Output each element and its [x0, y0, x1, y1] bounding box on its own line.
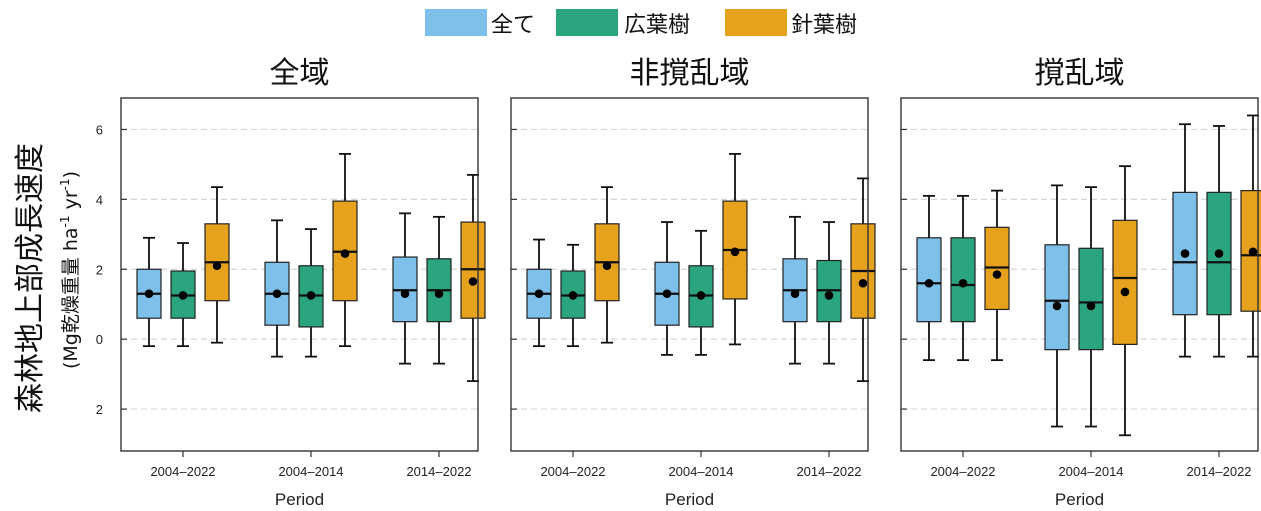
box-mean-point: [696, 291, 706, 300]
legend-label-conifer: 針葉樹: [791, 13, 857, 38]
box-mean-point: [534, 289, 544, 299]
box-広葉樹-2004–2022: [560, 243, 586, 348]
x-tick-label: 2004–2022: [540, 464, 605, 479]
box-mean-point: [1180, 249, 1190, 258]
panel-undisturbed-area: 2004–2022 2004–2014 2014–2022 Period 非撹乱域: [510, 56, 876, 509]
legend: 全て 広葉樹 針葉樹: [425, 9, 857, 38]
box-mean-point: [340, 249, 350, 258]
panel-title: 撹乱域: [1035, 56, 1125, 91]
box-針葉樹-2004–2022: [984, 189, 1010, 362]
box-mean-point: [400, 289, 410, 299]
box-広葉樹-2004–2014: [688, 229, 714, 356]
box-mean-point: [144, 289, 154, 299]
legend-swatch-broadleaf: [556, 9, 618, 36]
box-広葉樹-2014–2022: [426, 215, 452, 365]
panel-title: 全域: [270, 56, 330, 91]
x-tick-label: 2004–2014: [668, 464, 733, 479]
box-mean-point: [992, 270, 1002, 279]
box-針葉樹-2004–2014: [1112, 165, 1138, 437]
box-針葉樹-2004–2022: [204, 186, 230, 344]
box-全て-2014–2022: [1172, 123, 1198, 358]
box-mean-point: [730, 247, 740, 257]
plot-frame: [900, 97, 1259, 452]
x-tick-label: 2004–2014: [1058, 464, 1123, 479]
box-iqr: [1078, 247, 1104, 351]
legend-swatch-conifer: [725, 9, 787, 36]
box-mean-point: [568, 291, 578, 300]
x-axis-label: Period: [665, 490, 714, 509]
box-全て-2004–2022: [916, 194, 942, 362]
box-mean-point: [602, 261, 612, 271]
x-tick-label: 2004–2014: [278, 464, 343, 479]
box-iqr: [1112, 219, 1138, 346]
box-針葉樹-2004–2022: [594, 186, 620, 344]
box-mean-point: [272, 289, 282, 299]
box-iqr: [1044, 244, 1070, 351]
box-mean-point: [306, 291, 316, 300]
box-mean-point: [858, 278, 868, 288]
legend-label-broadleaf: 広葉樹: [624, 13, 690, 38]
legend-label-all: 全て: [491, 13, 535, 38]
plot-frame: [120, 97, 479, 452]
panel-title: 非撹乱域: [630, 56, 750, 91]
y-tick-label: 2: [96, 402, 103, 417]
box-全て-2004–2022: [136, 236, 162, 348]
x-tick-label: 2014–2022: [796, 464, 861, 479]
box-mean-point: [434, 289, 444, 299]
box-針葉樹-2014–2022: [1240, 114, 1261, 358]
y-axis-label-main: 森林地上部成長速度: [13, 143, 48, 413]
box-針葉樹-2004–2014: [332, 153, 358, 348]
box-mean-point: [1214, 249, 1224, 258]
y-tick-label: 2: [96, 262, 103, 277]
panel-disturbed-area: 2004–2022 2004–2014 2014–2022 Period 撹乱域: [900, 56, 1261, 509]
x-axis-label: Period: [1055, 490, 1104, 509]
box-mean-point: [924, 278, 934, 288]
box-mean-point: [1086, 301, 1096, 311]
box-mean-point: [1248, 247, 1258, 257]
box-mean-point: [1120, 287, 1130, 297]
box-mean-point: [178, 291, 188, 300]
box-mean-point: [790, 289, 800, 299]
box-mean-point: [468, 277, 478, 286]
box-針葉樹-2014–2022: [850, 177, 876, 382]
x-tick-label: 2004–2022: [930, 464, 995, 479]
box-針葉樹-2014–2022: [460, 173, 486, 382]
box-広葉樹-2004–2014: [1078, 186, 1104, 428]
box-広葉樹-2014–2022: [1206, 125, 1232, 358]
box-広葉樹-2004–2014: [298, 228, 324, 358]
panel-all-area: 2 0 2 4 6 2004–2022 2004–2014 2014–2022 Period 全域: [96, 56, 486, 509]
box-全て-2004–2014: [264, 219, 290, 358]
y-tick-label: 4: [96, 192, 103, 207]
x-tick-label: 2004–2022: [150, 464, 215, 479]
box-全て-2014–2022: [782, 215, 808, 365]
box-mean-point: [958, 278, 968, 288]
y-axis-label: 森林地上部成長速度: [13, 143, 48, 413]
x-tick-label: 2014–2022: [1186, 464, 1251, 479]
legend-swatch-all: [425, 9, 487, 36]
box-mean-point: [662, 289, 672, 299]
y-tick-label: 6: [96, 122, 103, 137]
box-広葉樹-2014–2022: [816, 221, 842, 365]
box-広葉樹-2004–2022: [170, 242, 196, 348]
y-axis-unit-text: (Mg乾燥重量 ha-1 yr-1): [58, 171, 82, 369]
box-全て-2004–2014: [654, 221, 680, 356]
box-全て-2004–2014: [1044, 184, 1070, 428]
box-mean-point: [824, 291, 834, 300]
plot-frame: [510, 97, 869, 452]
x-tick-label: 2014–2022: [406, 464, 471, 479]
y-axis-unit-label: (Mg乾燥重量 ha-1 yr-1): [58, 171, 82, 369]
x-axis-label: Period: [275, 490, 324, 509]
box-mean-point: [212, 261, 222, 271]
box-広葉樹-2004–2022: [950, 194, 976, 362]
box-全て-2014–2022: [392, 212, 418, 365]
box-針葉樹-2004–2014: [722, 153, 748, 346]
box-mean-point: [1052, 301, 1062, 311]
y-tick-label: 0: [96, 332, 103, 347]
box-全て-2004–2022: [526, 238, 552, 348]
